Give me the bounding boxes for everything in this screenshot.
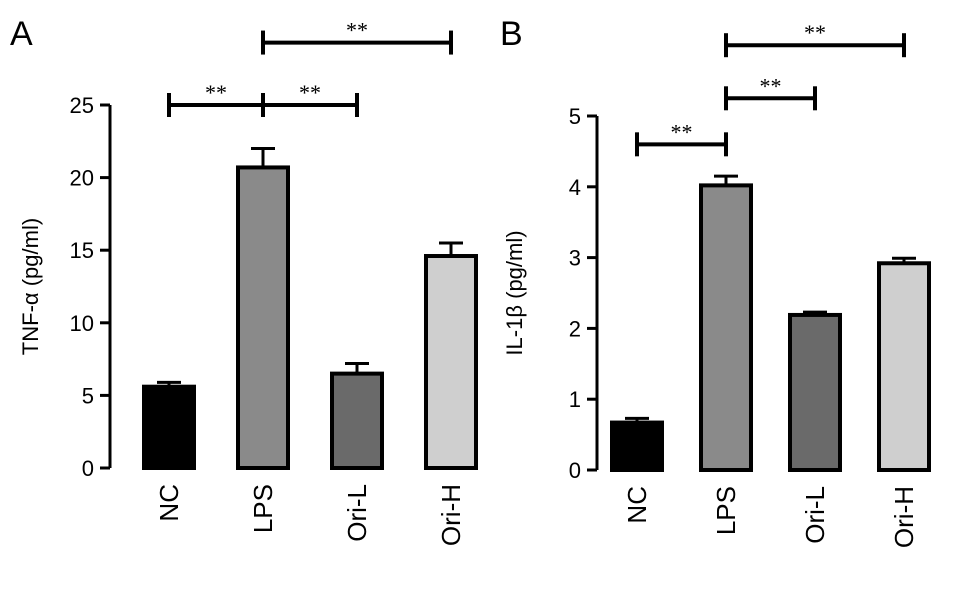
panel-a-y-tick-label: 0 [82,456,94,481]
panel-a-significance-label: ** [346,18,368,43]
panel-b-y-tick-label: 4 [569,175,581,200]
panel-b-category-label: NC [622,486,652,524]
panel-a-y-axis-label: TNF-α (pg/ml) [18,218,43,355]
panel-a-y-tick-label: 15 [70,238,94,263]
panel-a-y-tick-label: 20 [70,166,94,191]
panel-b-category-label: Ori-L [800,486,830,544]
panel-b-y-axis-label: IL-1β (pg/ml) [502,230,527,355]
panel-a-significance-label: ** [205,80,227,105]
panel-a: A 0 5 10 15 20 25 TNF-α (pg/ml) NC LPS Ori-L Ori-H *… [10,15,478,546]
panel-b-y-tick-label: 0 [569,458,581,483]
panel-b-bar-nc [610,420,664,472]
panel-a-bar-nc [142,384,196,470]
panel-b-category-label: Ori-H [889,486,919,548]
panel-b-bar-ori-l [788,312,842,472]
panel-b-y-tick-label: 1 [569,387,581,412]
panel-b-significance-label: ** [760,73,782,98]
panel-b-significance-label: ** [804,20,826,45]
panel-a-category-label: Ori-H [436,484,466,546]
panel-a-y-tick-label: 5 [82,383,94,408]
panel-b-y-tick-label: 5 [569,104,581,129]
panel-a-category-label: Ori-L [342,484,372,542]
panel-b-bar-lps [699,183,753,472]
panel-b-bar-ori-h [877,261,931,472]
panel-b: B 0 1 2 3 4 5 IL-1β (pg/ml) NC LPS Ori-L Ori-H ** ** *… [500,15,931,548]
panel-b-significance-label: ** [671,119,693,144]
panel-a-y-tick-label: 25 [70,93,94,118]
panel-a-bar-lps [236,165,290,470]
panel-b-letter: B [500,15,523,53]
panel-a-category-label: LPS [248,484,278,533]
panel-a-bar-ori-l [330,371,384,470]
panel-b-y-tick-label: 2 [569,316,581,341]
panel-a-letter: A [10,15,33,53]
panel-a-category-label: NC [154,484,184,522]
panel-b-y-tick-label: 3 [569,246,581,271]
panel-a-bar-ori-h [424,254,478,470]
panel-b-category-label: LPS [711,486,741,535]
panel-a-significance-label: ** [299,80,321,105]
panel-a-y-tick-label: 10 [70,311,94,336]
